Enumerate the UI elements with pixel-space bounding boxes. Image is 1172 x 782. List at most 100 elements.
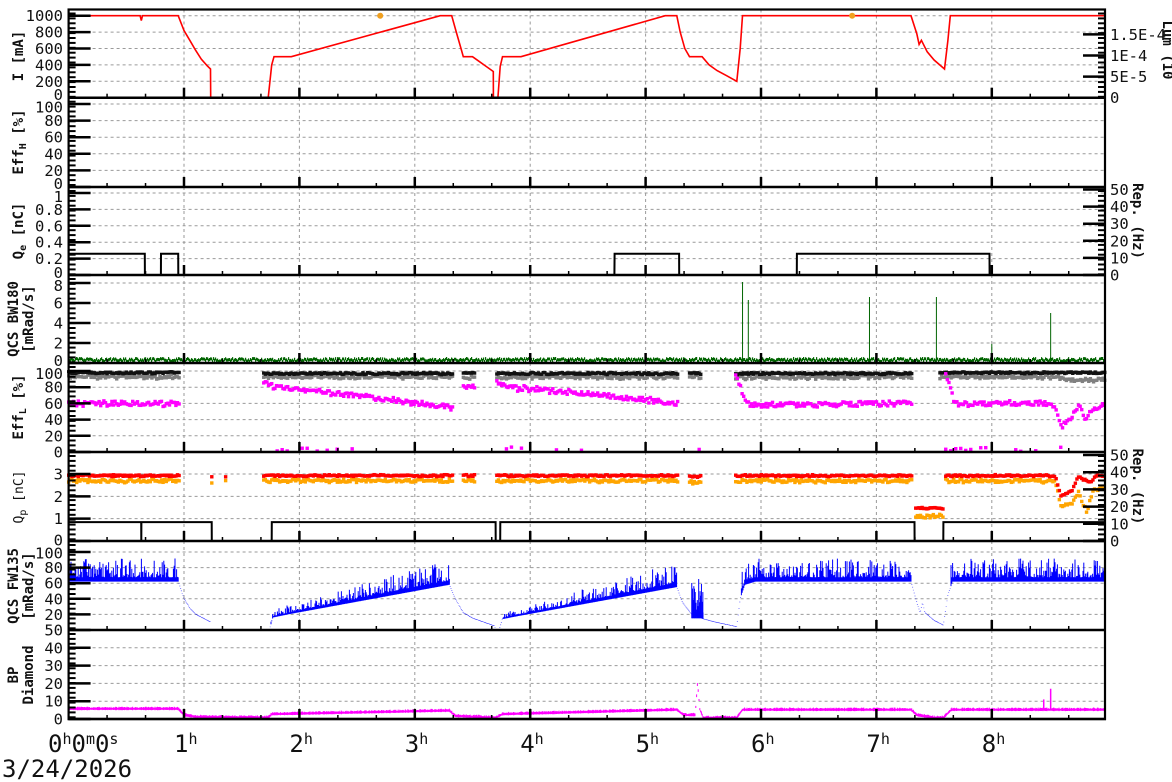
data-point — [407, 477, 412, 482]
data-point — [286, 384, 290, 389]
data-point — [1048, 377, 1053, 381]
y-tick-label: 100 — [35, 544, 63, 562]
data-point — [338, 377, 343, 381]
right-tick-label: 30 — [1110, 481, 1129, 499]
data-point — [129, 373, 133, 378]
data-point — [798, 481, 802, 485]
data-point — [539, 374, 544, 378]
data-point — [884, 477, 888, 482]
data-point — [471, 478, 475, 482]
data-point — [1059, 423, 1063, 427]
data-point — [600, 394, 605, 398]
y-axis-label: I [mA] — [11, 31, 27, 82]
data-point — [969, 447, 973, 452]
series-effl-gray — [67, 372, 1107, 384]
data-point — [472, 480, 477, 484]
data-point — [1019, 374, 1024, 378]
data-point — [1091, 489, 1095, 493]
data-point — [1075, 493, 1079, 498]
data-point — [402, 400, 407, 404]
data-point — [102, 373, 106, 377]
data-point — [826, 376, 831, 381]
data-point — [1045, 373, 1049, 378]
data-point — [303, 390, 308, 394]
data-point — [1087, 379, 1091, 383]
data-point — [350, 391, 354, 395]
data-point — [503, 375, 507, 379]
data-point — [340, 479, 344, 484]
data-point — [871, 374, 876, 378]
data-point — [1032, 403, 1036, 407]
data-point — [658, 479, 662, 484]
data-point — [511, 385, 515, 390]
y-axis-label-main: Eff — [11, 149, 27, 174]
data-point — [855, 479, 860, 483]
x-tick-unit: h — [304, 730, 313, 748]
data-point — [84, 478, 88, 482]
x-tick-label: 4h — [520, 730, 543, 758]
data-point — [814, 481, 818, 485]
y-axis-label-line1: QCS FW135 — [6, 548, 22, 624]
x-tick-value: 4 — [520, 730, 534, 758]
data-point — [928, 516, 932, 520]
data-point — [903, 399, 908, 404]
data-point — [329, 393, 333, 398]
data-point — [305, 375, 309, 380]
data-point — [645, 375, 649, 380]
data-point — [910, 376, 914, 381]
data-point — [971, 403, 975, 408]
series-qcs-fw135 — [68, 558, 1106, 630]
data-point — [325, 448, 329, 453]
data-point — [799, 477, 804, 481]
data-point — [777, 404, 781, 408]
data-point — [838, 477, 842, 481]
data-point — [772, 480, 776, 484]
data-point — [431, 403, 436, 407]
data-point — [350, 447, 354, 451]
data-point — [952, 477, 956, 481]
data-point — [603, 393, 608, 397]
data-point — [332, 376, 336, 380]
data-point — [785, 376, 789, 380]
data-point — [955, 400, 959, 404]
y-tick-label: 0.8 — [35, 201, 63, 219]
data-point — [1016, 477, 1020, 482]
data-point — [1008, 398, 1012, 403]
data-point — [335, 480, 340, 484]
data-point — [1034, 449, 1038, 453]
data-point — [87, 373, 92, 377]
data-point — [447, 405, 452, 409]
data-point — [119, 399, 124, 403]
data-point — [847, 478, 852, 483]
data-point — [1068, 417, 1073, 422]
data-point — [607, 392, 611, 396]
data-point — [979, 400, 983, 404]
y-axis-label-line2: Diamond — [21, 645, 37, 704]
data-point — [81, 404, 85, 408]
data-point — [472, 371, 477, 375]
data-point — [1043, 400, 1047, 404]
data-point — [158, 374, 162, 378]
data-point — [968, 480, 972, 484]
data-point — [342, 477, 346, 482]
data-point — [84, 375, 88, 379]
data-point — [353, 477, 357, 482]
data-point — [1075, 477, 1079, 481]
y-tick-label: 10 — [44, 693, 63, 711]
data-point — [830, 402, 834, 407]
data-point — [874, 400, 879, 404]
data-point — [499, 480, 504, 485]
y-axis-label: Qp [nC] — [12, 471, 29, 524]
data-point — [110, 399, 114, 404]
y-tick-label: 40 — [44, 411, 63, 429]
data-point — [979, 446, 983, 450]
data-point — [390, 399, 394, 404]
data-point — [354, 376, 359, 380]
data-point — [393, 376, 397, 380]
data-point — [699, 372, 703, 377]
data-point — [613, 374, 617, 378]
data-point — [407, 400, 412, 404]
data-point — [148, 479, 152, 484]
data-point — [1038, 399, 1042, 403]
